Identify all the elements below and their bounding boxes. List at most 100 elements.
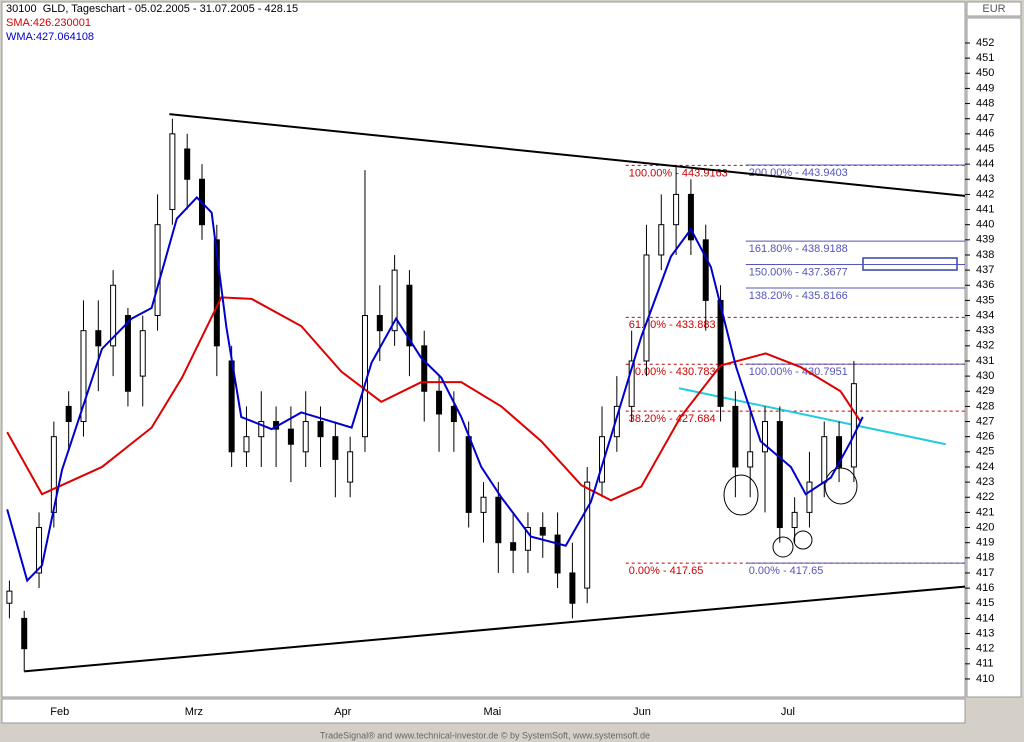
candle-body bbox=[376, 315, 383, 332]
footer: TradeSignal® and www.technical-investor.… bbox=[320, 730, 650, 740]
marker-circle bbox=[793, 530, 813, 550]
y-tick-label: 446 bbox=[976, 128, 994, 140]
y-tick-label: 432 bbox=[976, 340, 994, 352]
candle-body bbox=[613, 405, 620, 438]
y-tick-label: 424 bbox=[976, 461, 994, 473]
candle-body bbox=[658, 224, 665, 256]
candle-body bbox=[243, 436, 250, 453]
trend-line bbox=[169, 113, 965, 197]
y-tick-label: 440 bbox=[976, 219, 994, 231]
candle-body bbox=[850, 383, 857, 468]
candle-body bbox=[539, 527, 546, 536]
chart-title: 30100 GLD, Tageschart - 05.02.2005 - 31.… bbox=[6, 3, 298, 15]
y-tick-label: 447 bbox=[976, 113, 994, 125]
x-tick-label: Jul bbox=[781, 706, 795, 718]
candle-body bbox=[287, 428, 294, 445]
candle-body bbox=[687, 193, 694, 241]
y-tick-label: 431 bbox=[976, 355, 994, 367]
candle-body bbox=[717, 299, 724, 407]
y-tick-label: 434 bbox=[976, 309, 994, 321]
currency: EUR bbox=[982, 3, 1005, 15]
fib-label: 100.00% - 430.7951 bbox=[749, 366, 848, 378]
x-tick-label: Mai bbox=[484, 706, 502, 718]
candle-body bbox=[421, 345, 428, 392]
y-tick-label: 410 bbox=[976, 673, 994, 685]
y-tick-label: 411 bbox=[976, 658, 994, 670]
y-tick-label: 423 bbox=[976, 476, 994, 488]
fib-label: 38.20% - 427.684 bbox=[629, 413, 716, 425]
candle-body bbox=[569, 572, 576, 604]
candle-body bbox=[80, 330, 87, 423]
candle-body bbox=[732, 405, 739, 468]
y-tick-label: 450 bbox=[976, 67, 994, 79]
candle-body bbox=[761, 421, 768, 453]
x-tick-label: Jun bbox=[633, 706, 651, 718]
x-tick-label: Apr bbox=[334, 706, 351, 718]
currency-box bbox=[966, 1, 1022, 17]
y-tick-label: 438 bbox=[976, 249, 994, 261]
y-tick-label: 412 bbox=[976, 643, 994, 655]
marker-circle bbox=[723, 474, 759, 516]
y-tick-label: 417 bbox=[976, 567, 994, 579]
y-tick-label: 425 bbox=[976, 446, 994, 458]
candle-body bbox=[628, 360, 635, 407]
candle-body bbox=[406, 284, 413, 347]
fib-label: 50.00% - 430.783 bbox=[629, 366, 716, 378]
candle-body bbox=[184, 148, 191, 180]
y-tick-label: 416 bbox=[976, 582, 994, 594]
y-tick-label: 439 bbox=[976, 234, 994, 246]
y-tick-label: 415 bbox=[976, 597, 994, 609]
fib-label: 161.80% - 438.9188 bbox=[749, 243, 848, 255]
candle-body bbox=[21, 617, 28, 650]
marker-circle bbox=[772, 536, 794, 558]
fib-label: 138.20% - 435.8166 bbox=[749, 290, 848, 302]
candle-body bbox=[154, 224, 161, 317]
y-tick-label: 435 bbox=[976, 294, 994, 306]
y-tick-label: 427 bbox=[976, 415, 994, 427]
candle-body bbox=[213, 239, 220, 347]
trend-line bbox=[24, 585, 965, 673]
x-tick-label: Mrz bbox=[185, 706, 203, 718]
y-tick-label: 421 bbox=[976, 506, 994, 518]
legend-sma: SMA:426.230001 bbox=[6, 17, 91, 29]
candle-body bbox=[302, 421, 309, 453]
candle-body bbox=[702, 239, 709, 301]
candle-body bbox=[836, 436, 843, 468]
plot-area bbox=[1, 1, 966, 698]
y-tick-label: 430 bbox=[976, 370, 994, 382]
candle-body bbox=[747, 451, 754, 468]
marker-circle bbox=[824, 467, 858, 505]
candle-body bbox=[139, 330, 146, 377]
y-tick-label: 422 bbox=[976, 491, 994, 503]
candle-body bbox=[524, 527, 531, 551]
candle-body bbox=[6, 590, 13, 604]
candle-body bbox=[347, 451, 354, 483]
candle-body bbox=[110, 284, 117, 347]
y-tick-label: 451 bbox=[976, 52, 994, 64]
candle-body bbox=[65, 405, 72, 423]
y-tick-label: 441 bbox=[976, 203, 994, 215]
candle-body bbox=[643, 254, 650, 362]
y-tick-label: 452 bbox=[976, 37, 994, 49]
y-tick-label: 443 bbox=[976, 173, 994, 185]
candle-body bbox=[584, 481, 591, 589]
candle-body bbox=[450, 405, 457, 423]
y-tick-label: 448 bbox=[976, 97, 994, 109]
fib-label: 61.80% - 433.883 bbox=[629, 319, 716, 331]
fib-label: 150.00% - 437.3677 bbox=[749, 266, 848, 278]
candle-body bbox=[317, 421, 324, 438]
y-tick-label: 437 bbox=[976, 264, 994, 276]
candle-body bbox=[480, 496, 487, 513]
candle-body bbox=[332, 436, 339, 460]
candle-body bbox=[36, 527, 43, 574]
y-tick-label: 436 bbox=[976, 279, 994, 291]
fib-label: 0.00% - 417.65 bbox=[629, 565, 704, 577]
y-tick-label: 442 bbox=[976, 188, 994, 200]
y-tick-label: 429 bbox=[976, 385, 994, 397]
fib-label: 200.00% - 443.9403 bbox=[749, 167, 848, 179]
candle-body bbox=[391, 269, 398, 332]
target-box bbox=[862, 257, 958, 271]
y-tick-label: 413 bbox=[976, 627, 994, 639]
y-tick-label: 414 bbox=[976, 612, 994, 624]
